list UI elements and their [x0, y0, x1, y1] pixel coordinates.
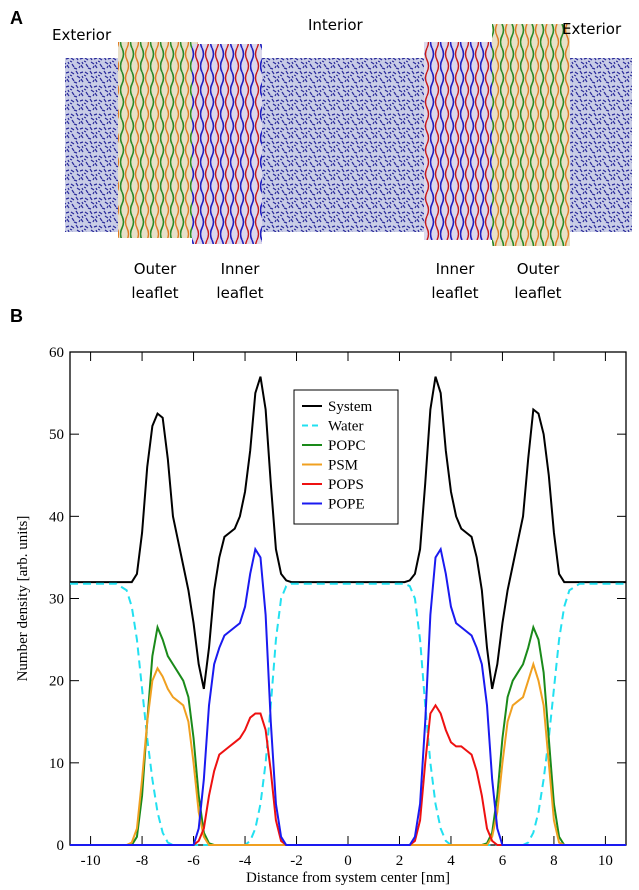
y-axis-label: Number density [arb. units]	[15, 516, 31, 682]
x-tick-label: 6	[499, 853, 507, 869]
x-tick-label: 0	[344, 853, 352, 869]
legend-label: PSM	[328, 458, 358, 474]
region-label: Exterior	[52, 26, 112, 44]
series-line	[70, 376, 626, 690]
legend-box	[293, 389, 399, 525]
x-axis-label: Distance from system center [nm]	[246, 870, 450, 886]
panel-label: A	[10, 8, 23, 28]
leaflet-label: Inner	[221, 260, 261, 278]
y-tick-label: 50	[49, 427, 64, 443]
y-tick-label: 20	[49, 674, 64, 690]
series-line	[70, 703, 626, 846]
x-tick-label: 4	[447, 853, 455, 869]
region-label: Exterior	[562, 20, 622, 38]
y-tick-label: 10	[49, 756, 64, 772]
series-line	[70, 623, 626, 846]
panel-b: -10 -8 -6 -4 -2 0 2 4 6 8 10 0 10 20 30 40 50 60 Distance …	[15, 345, 627, 886]
y-tick-label: 60	[49, 345, 64, 361]
leaflet-label: leaflet	[216, 284, 263, 302]
x-tick-label: -4	[239, 853, 252, 869]
series-line	[70, 582, 626, 846]
legend-label: System	[328, 399, 373, 415]
x-tick-label: 10	[598, 853, 613, 869]
x-tick-label: -2	[290, 853, 303, 869]
leaflet-label: Inner	[436, 260, 476, 278]
series-line	[70, 546, 626, 846]
inner-leaflet	[424, 42, 492, 240]
panel-a: A Exterior Interior Exterior Outer leafle…	[10, 8, 632, 302]
x-tick-label: -10	[81, 853, 101, 869]
outer-leaflet	[118, 42, 198, 238]
leaflet-label: leaflet	[514, 284, 561, 302]
series-line	[70, 660, 626, 846]
leaflet-label: Outer	[134, 260, 177, 278]
outer-leaflet	[492, 24, 570, 246]
x-tick-label: -6	[187, 853, 200, 869]
leaflet-labels: Outer leaflet Inner leaflet Inner leaflet Oute…	[131, 260, 561, 302]
x-tick-label: 2	[396, 853, 404, 869]
inner-leaflet	[192, 44, 262, 244]
x-tick-label: -8	[136, 853, 149, 869]
legend-label: POPC	[328, 438, 366, 454]
y-tick-label: 30	[49, 592, 64, 608]
leaflet-label: leaflet	[431, 284, 478, 302]
leaflet-label: Outer	[517, 260, 560, 278]
leaflet-label: leaflet	[131, 284, 178, 302]
panel-label: B	[10, 306, 23, 326]
x-tick-label: 8	[550, 853, 558, 869]
legend-label: POPS	[328, 477, 364, 493]
y-tick-label: 40	[49, 509, 64, 525]
region-label: Interior	[308, 16, 364, 34]
legend-label: POPE	[328, 497, 365, 513]
legend-label: Water	[328, 419, 363, 435]
y-tick-label: 0	[57, 838, 65, 854]
